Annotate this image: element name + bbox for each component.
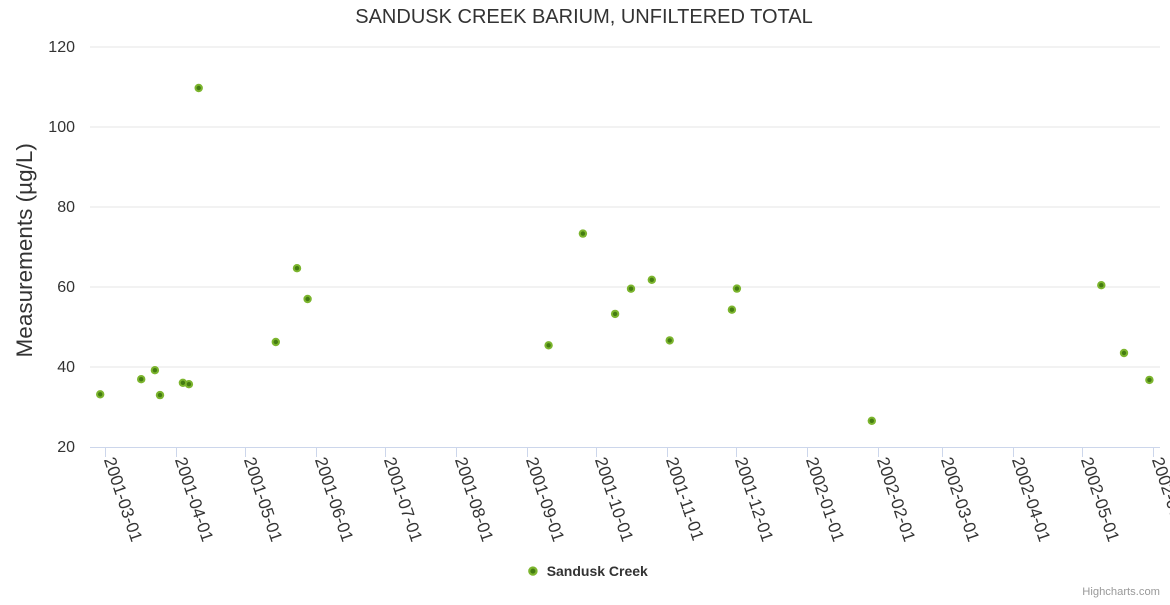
svg-text:120: 120 <box>48 39 75 56</box>
svg-text:Highcharts.com: Highcharts.com <box>1082 586 1160 598</box>
svg-text:40: 40 <box>57 359 75 376</box>
svg-text:Sandusk Creek: Sandusk Creek <box>547 563 648 579</box>
svg-text:80: 80 <box>57 199 75 216</box>
svg-text:20: 20 <box>57 439 75 456</box>
svg-text:100: 100 <box>48 119 75 136</box>
svg-text:Measurements (µg/L): Measurements (µg/L) <box>12 143 37 357</box>
svg-text:SANDUSK CREEK BARIUM, UNFILTER: SANDUSK CREEK BARIUM, UNFILTERED TOTAL <box>355 6 813 28</box>
svg-text:60: 60 <box>57 279 75 296</box>
